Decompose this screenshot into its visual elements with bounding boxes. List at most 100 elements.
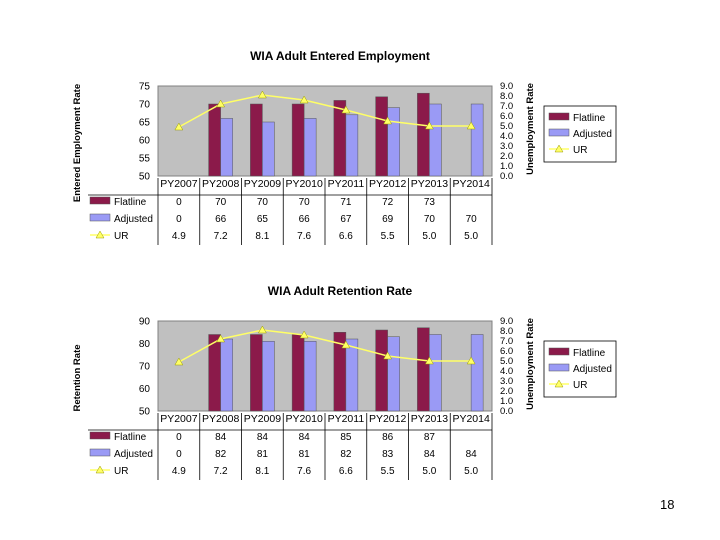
- table-cell: 70: [299, 197, 311, 208]
- table-row-label: UR: [114, 466, 128, 477]
- legend-flatline-label: Flatline: [573, 113, 606, 124]
- table-cell: 82: [340, 449, 352, 460]
- y2-tick-label: 1.0: [500, 161, 513, 172]
- table-cell: 7.2: [214, 231, 228, 242]
- ur-point: [174, 122, 184, 131]
- ur-point: [383, 351, 393, 360]
- y2-tick-label: 4.0: [500, 366, 513, 377]
- table-row-label: Flatline: [114, 432, 147, 443]
- y-axis-label: Retention Rate: [72, 344, 83, 411]
- flatline-bar: [250, 334, 263, 412]
- y2-tick-label: 2.0: [500, 386, 513, 397]
- table-cell: 71: [340, 197, 352, 208]
- retention-rate-chart: WIA Adult Retention Rate Retention Rate 50…: [72, 284, 617, 480]
- flatline-bar: [291, 103, 305, 177]
- y2-tick-label: 4.0: [500, 131, 513, 142]
- table-cell: 6.6: [339, 466, 353, 477]
- flatline-bar: [375, 329, 388, 412]
- table-cell: 5.0: [422, 466, 436, 477]
- table-cell: 5.0: [422, 231, 436, 242]
- adjusted-bar: [470, 334, 484, 412]
- ur-point: [466, 356, 476, 365]
- y2-tick-label: 7.0: [500, 101, 513, 112]
- flatline-bar: [291, 334, 305, 412]
- table-key-adjusted: [89, 213, 111, 222]
- adjusted-bar: [345, 114, 359, 177]
- table-cell: 66: [215, 214, 227, 225]
- table-cell: 70: [257, 197, 269, 208]
- table-key-adjusted: [89, 448, 111, 457]
- legend-adjusted-label: Adjusted: [573, 364, 612, 375]
- table-cell: 70: [424, 214, 436, 225]
- flatline-bar: [417, 327, 430, 412]
- legend-flatline-swatch: [548, 347, 570, 356]
- adjusted-bar: [345, 338, 359, 412]
- y-tick-label: 80: [139, 339, 151, 350]
- table-cell: 81: [257, 449, 269, 460]
- y2-tick-label: 0.0: [500, 171, 513, 182]
- table-cell: 0: [176, 432, 182, 443]
- y2-tick-label: 3.0: [500, 376, 513, 387]
- y2-axis-label: Unemployment Rate: [525, 318, 536, 410]
- y2-tick-label: 6.0: [500, 346, 513, 357]
- adjusted-bar: [220, 338, 233, 412]
- ur-point: [257, 325, 267, 334]
- table-cell: 69: [382, 214, 394, 225]
- flatline-bar: [417, 92, 430, 177]
- ur-point: [424, 121, 434, 130]
- y-tick-label: 60: [139, 136, 151, 147]
- table-cell: 0: [176, 449, 182, 460]
- table-key-flatline: [89, 431, 111, 440]
- entered-employment-chart: WIA Adult Entered Employment Entered Empl…: [72, 49, 617, 245]
- adjusted-bar: [470, 103, 484, 177]
- y2-axis-label: Unemployment Rate: [525, 83, 536, 175]
- table-cell: 5.0: [464, 466, 478, 477]
- table-cell: 84: [257, 432, 269, 443]
- table-cell: 4.9: [172, 231, 186, 242]
- legend-adjusted-swatch: [548, 128, 570, 137]
- ur-point: [216, 99, 226, 108]
- table-cell: 86: [382, 432, 394, 443]
- y2-tick-label: 6.0: [500, 111, 513, 122]
- table-cell: 8.1: [255, 466, 269, 477]
- table-cell: 70: [466, 214, 478, 225]
- table-cell: 8.1: [255, 231, 269, 242]
- flatline-bar: [208, 334, 221, 412]
- y2-tick-label: 2.0: [500, 151, 513, 162]
- adjusted-bar: [429, 334, 442, 412]
- table-cell: 82: [215, 449, 227, 460]
- plot-area: [157, 85, 493, 177]
- legend-ur-label: UR: [573, 145, 587, 156]
- adjusted-bar: [429, 103, 442, 177]
- table-row-label: UR: [114, 231, 128, 242]
- flatline-bar: [208, 103, 221, 177]
- table-cell: 81: [299, 449, 311, 460]
- table-cell: 85: [340, 432, 352, 443]
- table-cell: 0: [176, 197, 182, 208]
- x-tick-label: PY2013: [411, 413, 449, 425]
- y2-tick-label: 1.0: [500, 396, 513, 407]
- x-tick-label: PY2007: [160, 413, 198, 425]
- legend-ur-marker: [554, 144, 564, 153]
- table-cell: 84: [299, 432, 311, 443]
- adjusted-bar: [262, 341, 275, 412]
- y-tick-label: 50: [139, 172, 151, 183]
- y2-tick-label: 3.0: [500, 141, 513, 152]
- legend-flatline-swatch: [548, 112, 570, 121]
- ur-point: [216, 334, 226, 343]
- y-tick-label: 60: [139, 384, 151, 395]
- table-cell: 84: [215, 432, 227, 443]
- x-tick-label: PY2010: [285, 178, 323, 190]
- ur-point: [341, 105, 351, 114]
- chart-title: WIA Adult Retention Rate: [268, 284, 413, 298]
- table-cell: 73: [424, 197, 436, 208]
- legend-ur-label: UR: [573, 380, 587, 391]
- table-cell: 0: [176, 214, 182, 225]
- table-key-ur-marker: [95, 465, 105, 474]
- ur-line: [178, 329, 472, 363]
- table-cell: 7.6: [297, 466, 311, 477]
- y-tick-label: 70: [139, 362, 151, 373]
- table-cell: 84: [466, 449, 478, 460]
- y2-tick-label: 9.0: [500, 316, 513, 327]
- table-cell: 5.5: [381, 231, 395, 242]
